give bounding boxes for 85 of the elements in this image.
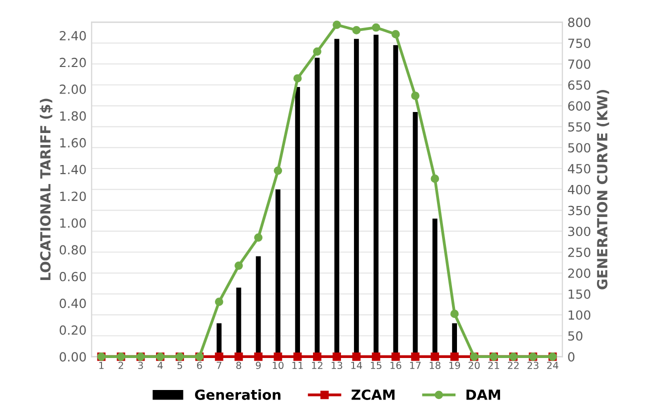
point [313,47,322,56]
x-tick-label: 13 [332,362,342,370]
x-tick-label: 24 [547,362,558,369]
x-tick-label: 3 [138,362,143,370]
point [214,298,224,306]
x-tick-label: 6 [197,362,202,370]
y2-tick-label: 650 [568,80,590,90]
y-tick-label: 0.60 [60,272,86,282]
y-tick-label: 2.00 [60,84,86,94]
point [450,352,459,361]
point [313,352,322,361]
x-tick-label: 10 [272,362,284,370]
x-tick-label: 11 [292,362,303,369]
x-tick-label: 4 [158,362,163,369]
point [254,352,262,361]
y-tick-label: 1.00 [60,218,86,228]
y-tick-label: 1.40 [60,164,86,174]
x-tick-label: 8 [236,362,242,370]
legend-label: ZCAM [352,389,395,400]
x-tick-label: 16 [390,362,402,370]
y-tick-label: 2.20 [60,58,86,68]
point [352,26,361,34]
point [430,174,440,183]
y2-tick-label: 400 [568,184,590,194]
point [450,310,459,318]
y2-tick-label: 800 [568,18,590,28]
x-tick-label: 7 [216,362,222,369]
y2-tick-label: 600 [568,101,590,111]
y2-tick-label: 550 [568,122,590,132]
x-tick-label: 9 [256,362,261,370]
x-tick-label: 23 [528,362,538,370]
x-tick-label: 14 [351,362,362,369]
y-tick-label: 0.80 [60,245,86,255]
point [293,352,302,361]
x-tick-label: 20 [468,362,480,370]
y2-tick-label: 300 [568,226,590,236]
y-tick-label: 2.40 [60,31,86,40]
point [274,352,282,361]
y2-tick-label: 50 [568,331,582,341]
y-axis-title: LOCATIONAL TARIFF ($) [40,98,52,280]
y2-tick-label: 100 [568,310,590,320]
point [411,352,420,361]
y2-axis-title: GENERATION CURVE (KW) [596,90,610,290]
legend-label: DAM [466,390,500,400]
point [430,352,440,361]
y2-tick-label: 200 [568,268,590,278]
point [254,233,262,242]
point [392,352,400,361]
x-tick-label: 18 [430,362,440,370]
y2-tick-label: 750 [568,38,590,48]
y2-tick-label: 450 [568,164,590,174]
y2-tick-label: 700 [568,59,590,69]
y2-tick-label: 350 [568,206,590,216]
x-tick-label: 12 [312,362,322,369]
point [392,30,400,38]
y-tick-label: 1.80 [60,111,86,121]
point [332,352,341,361]
y2-tick-label: 250 [568,248,590,258]
y2-tick-label: 500 [568,143,590,153]
x-tick-label: 15 [370,362,382,370]
y-tick-label: 0.40 [60,298,86,308]
x-tick-label: 22 [508,362,519,369]
point [234,352,243,361]
point [411,92,420,100]
x-tick-label: 19 [449,362,460,370]
y-tick-label: 1.60 [60,138,86,148]
point [234,262,243,270]
x-tick-label: 1 [99,362,104,369]
point [352,352,361,361]
point [274,166,282,175]
y-tick-label: 0.00 [60,352,86,362]
x-tick-label: 17 [410,362,421,369]
point [214,352,224,361]
x-tick-label: 21 [488,362,500,369]
point [372,23,380,32]
x-tick-label: 2 [118,362,124,369]
y-tick-label: 1.20 [60,192,86,202]
y2-tick-label: 0 [568,352,574,362]
x-tick-label: 5 [178,362,182,370]
point [372,352,380,361]
point [332,20,341,30]
point [293,74,302,83]
y-tick-label: 0.20 [60,325,86,335]
y2-tick-label: 150 [568,289,590,299]
legend-label: Generation [195,389,280,400]
